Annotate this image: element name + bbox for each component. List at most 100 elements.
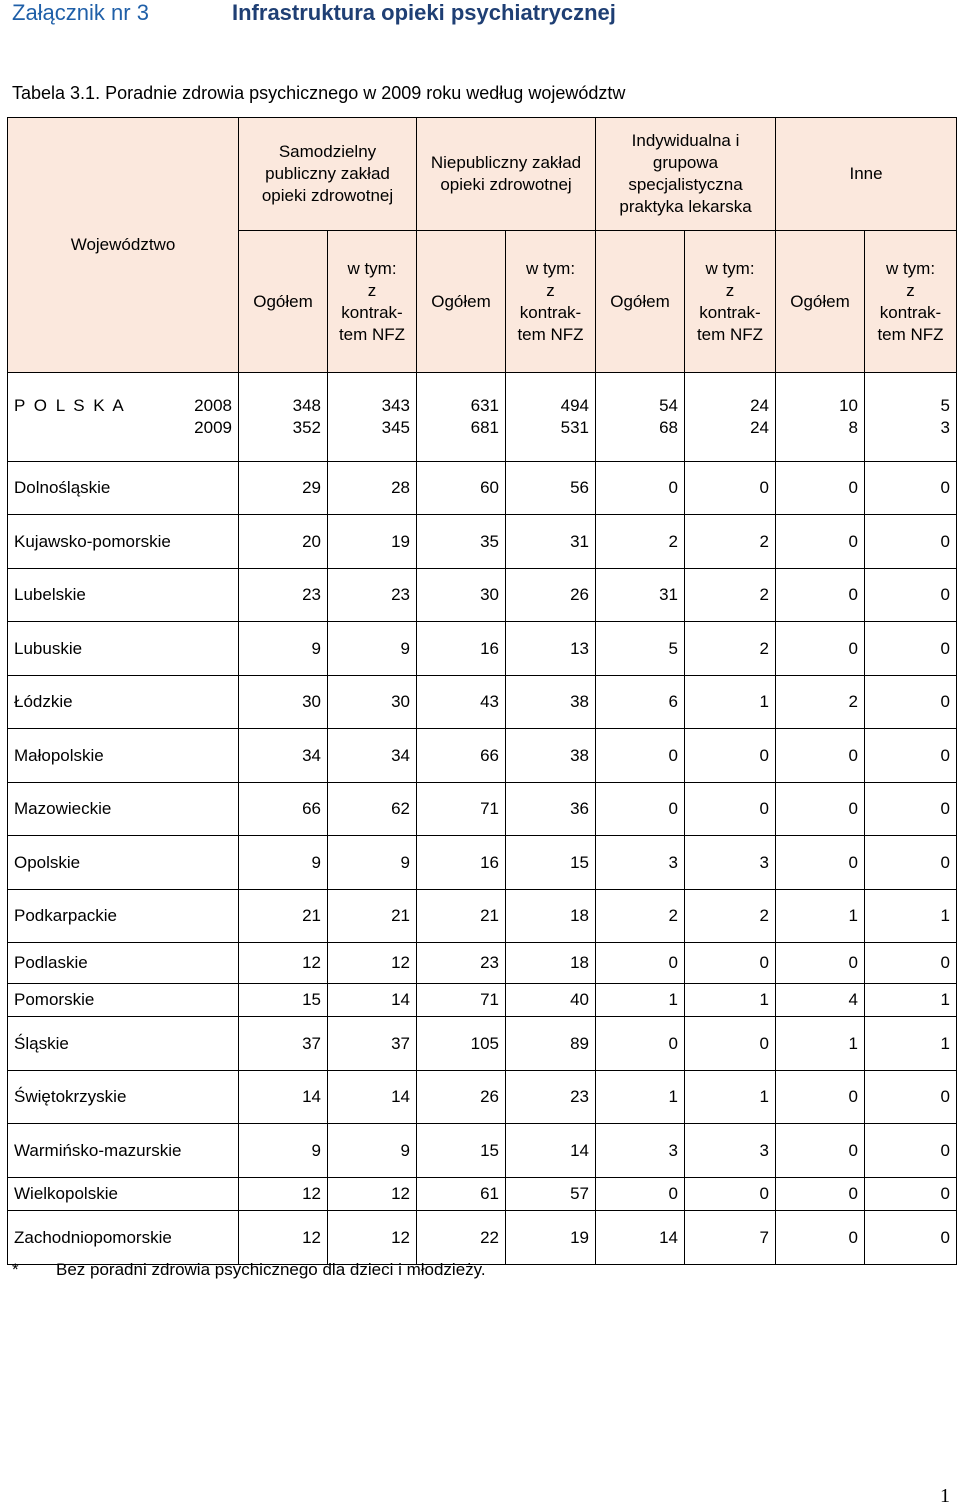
value-cell: 7 <box>684 1210 777 1265</box>
region-name-cell: Pomorskie <box>7 983 239 1017</box>
table-row: Mazowieckie 66 62 71 36 0 0 0 0 <box>7 782 958 836</box>
value-cell: 14 <box>238 1070 328 1124</box>
value-cell: 18 <box>504 889 597 943</box>
nfz-header-line: kontrak- <box>341 302 403 322</box>
total-column-header: Ogółem <box>238 230 328 373</box>
nfz-header-line: tem NFZ <box>696 324 764 344</box>
region-name-cell: Zachodniopomorskie <box>7 1210 239 1265</box>
value-cell: 38 <box>504 728 597 783</box>
total-column-header: Ogółem <box>416 230 506 373</box>
value-cell: 21 <box>327 889 417 943</box>
region-name-cell: Kujawsko-pomorskie <box>7 514 239 569</box>
value-cell: 0 <box>864 514 958 569</box>
value-cell: 26 <box>416 1070 506 1124</box>
value-cell: 6 <box>595 675 686 729</box>
value-cell: 0 <box>864 942 958 984</box>
nfz-column-header: w tym: z kontrak- tem NFZ <box>504 230 597 373</box>
poland-cell: 24 24 <box>684 372 777 462</box>
value-2008: 54 <box>659 396 679 415</box>
value-cell: 0 <box>684 728 777 783</box>
value-cell: 2 <box>595 514 686 569</box>
value-2009: 24 <box>750 418 770 437</box>
value-cell: 9 <box>327 621 417 676</box>
nfz-header-line: w tym: <box>705 258 755 278</box>
value-cell: 12 <box>327 1210 417 1265</box>
total-column-header: Ogółem <box>775 230 866 373</box>
region-name-cell: Mazowieckie <box>7 782 239 836</box>
value-cell: 0 <box>684 461 777 515</box>
table-row: Małopolskie 34 34 66 38 0 0 0 0 <box>7 728 958 783</box>
value-cell: 0 <box>684 1177 777 1211</box>
value-cell: 9 <box>327 1123 417 1178</box>
value-cell: 0 <box>775 1177 866 1211</box>
value-cell: 15 <box>504 835 597 890</box>
region-name-cell: Wielkopolskie <box>7 1177 239 1211</box>
value-cell: 9 <box>238 1123 328 1178</box>
value-cell: 30 <box>238 675 328 729</box>
value-cell: 66 <box>238 782 328 836</box>
table-row: Wielkopolskie 12 12 61 57 0 0 0 0 <box>7 1177 958 1211</box>
region-name-cell: Dolnośląskie <box>7 461 239 515</box>
nfz-header-line: tem NFZ <box>877 324 944 344</box>
value-cell: 1 <box>864 889 958 943</box>
table-row: Śląskie 37 37 105 89 0 0 1 1 <box>7 1016 958 1071</box>
value-cell: 19 <box>504 1210 597 1265</box>
table-row: Dolnośląskie 29 28 60 56 0 0 0 0 <box>7 461 958 515</box>
value-cell: 56 <box>504 461 597 515</box>
value-cell: 13 <box>504 621 597 676</box>
value-cell: 2 <box>684 568 777 622</box>
value-cell: 37 <box>327 1016 417 1071</box>
value-cell: 4 <box>775 983 866 1017</box>
value-cell: 1 <box>595 983 686 1017</box>
value-2009: 68 <box>659 418 679 437</box>
value-cell: 0 <box>684 942 777 984</box>
value-2008: 24 <box>750 396 770 415</box>
poland-label: P O L S K A <box>14 396 126 415</box>
nfz-header-line: z <box>367 280 377 300</box>
value-cell: 2 <box>684 889 777 943</box>
value-2008: 10 <box>839 396 859 415</box>
value-2008: 5 <box>940 396 951 415</box>
nfz-header-line: z <box>725 280 735 300</box>
value-cell: 16 <box>416 835 506 890</box>
value-cell: 89 <box>504 1016 597 1071</box>
value-cell: 43 <box>416 675 506 729</box>
year-label: 2008 <box>194 396 232 415</box>
table-row-poland: P O L S K A 2008 2009 348 352 343 345 631 6… <box>7 372 958 462</box>
value-cell: 61 <box>416 1177 506 1211</box>
table-row: Podlaskie 12 12 23 18 0 0 0 0 <box>7 942 958 984</box>
table-row: Kujawsko-pomorskie 20 19 35 31 2 2 0 0 <box>7 514 958 569</box>
value-cell: 26 <box>504 568 597 622</box>
value-cell: 23 <box>327 568 417 622</box>
value-cell: 38 <box>504 675 597 729</box>
poland-cell: 631 681 <box>416 372 506 462</box>
region-name-cell: Śląskie <box>7 1016 239 1071</box>
value-cell: 40 <box>504 983 597 1017</box>
region-name-cell: Łódzkie <box>7 675 239 729</box>
value-cell: 23 <box>238 568 328 622</box>
value-cell: 71 <box>416 983 506 1017</box>
table-header: Województwo Samodzielny publiczny zakład… <box>7 117 958 373</box>
value-cell: 12 <box>238 942 328 984</box>
region-name-cell: Małopolskie <box>7 728 239 783</box>
value-cell: 0 <box>775 461 866 515</box>
value-cell: 0 <box>775 835 866 890</box>
region-name-cell: Świętokrzyskie <box>7 1070 239 1124</box>
table-row: Pomorskie 15 14 71 40 1 1 4 1 <box>7 983 958 1017</box>
value-cell: 57 <box>504 1177 597 1211</box>
value-cell: 0 <box>595 942 686 984</box>
value-2008: 343 <box>381 396 410 415</box>
nfz-header-line: tem NFZ <box>338 324 406 344</box>
value-cell: 1 <box>684 983 777 1017</box>
value-cell: 1 <box>595 1070 686 1124</box>
region-column-header: Województwo <box>7 117 239 373</box>
value-cell: 66 <box>416 728 506 783</box>
year-label: 2009 <box>194 418 232 437</box>
value-cell: 1 <box>864 983 958 1017</box>
value-cell: 2 <box>595 889 686 943</box>
value-cell: 0 <box>864 1177 958 1211</box>
value-cell: 16 <box>416 621 506 676</box>
value-cell: 0 <box>775 514 866 569</box>
region-name-cell: Lubuskie <box>7 621 239 676</box>
poland-cell: 348 352 <box>238 372 328 462</box>
